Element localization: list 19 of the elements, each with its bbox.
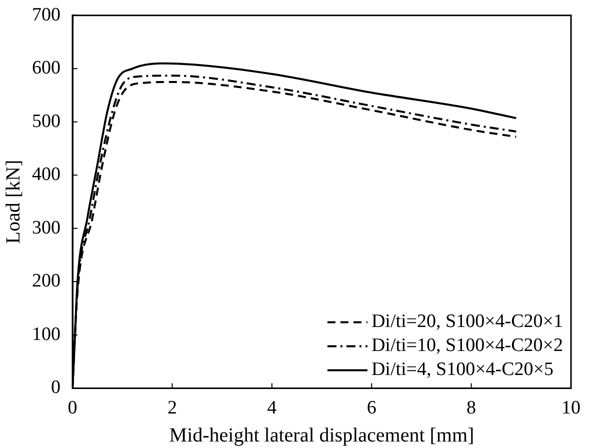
x-tick-label: 0 — [68, 398, 78, 419]
y-tick-label: 600 — [32, 58, 60, 79]
x-tick-label: 10 — [562, 398, 580, 419]
y-tick-label: 100 — [32, 324, 60, 345]
x-tick-label: 8 — [466, 398, 476, 419]
x-tick-label: 6 — [366, 398, 376, 419]
y-axis-title: Load [kN] — [2, 160, 24, 244]
x-axis-title: Mid-height lateral displacement [mm] — [169, 424, 474, 446]
legend-label: Di/ti=4, S100×4-C20×5 — [371, 359, 554, 380]
y-tick-label: 200 — [32, 270, 60, 292]
y-tick-label: 300 — [32, 217, 60, 238]
y-tick-label: 400 — [32, 164, 60, 186]
y-tick-label: 0 — [51, 377, 60, 398]
legend-label: Di/ti=20, S100×4-C20×1 — [371, 311, 564, 332]
legend-label: Di/ti=10, S100×4-C20×2 — [371, 335, 564, 356]
x-tick-label: 2 — [167, 398, 177, 419]
y-tick-label: 500 — [32, 110, 60, 132]
y-tick-label: 700 — [32, 4, 60, 26]
x-tick-label: 4 — [267, 398, 278, 419]
